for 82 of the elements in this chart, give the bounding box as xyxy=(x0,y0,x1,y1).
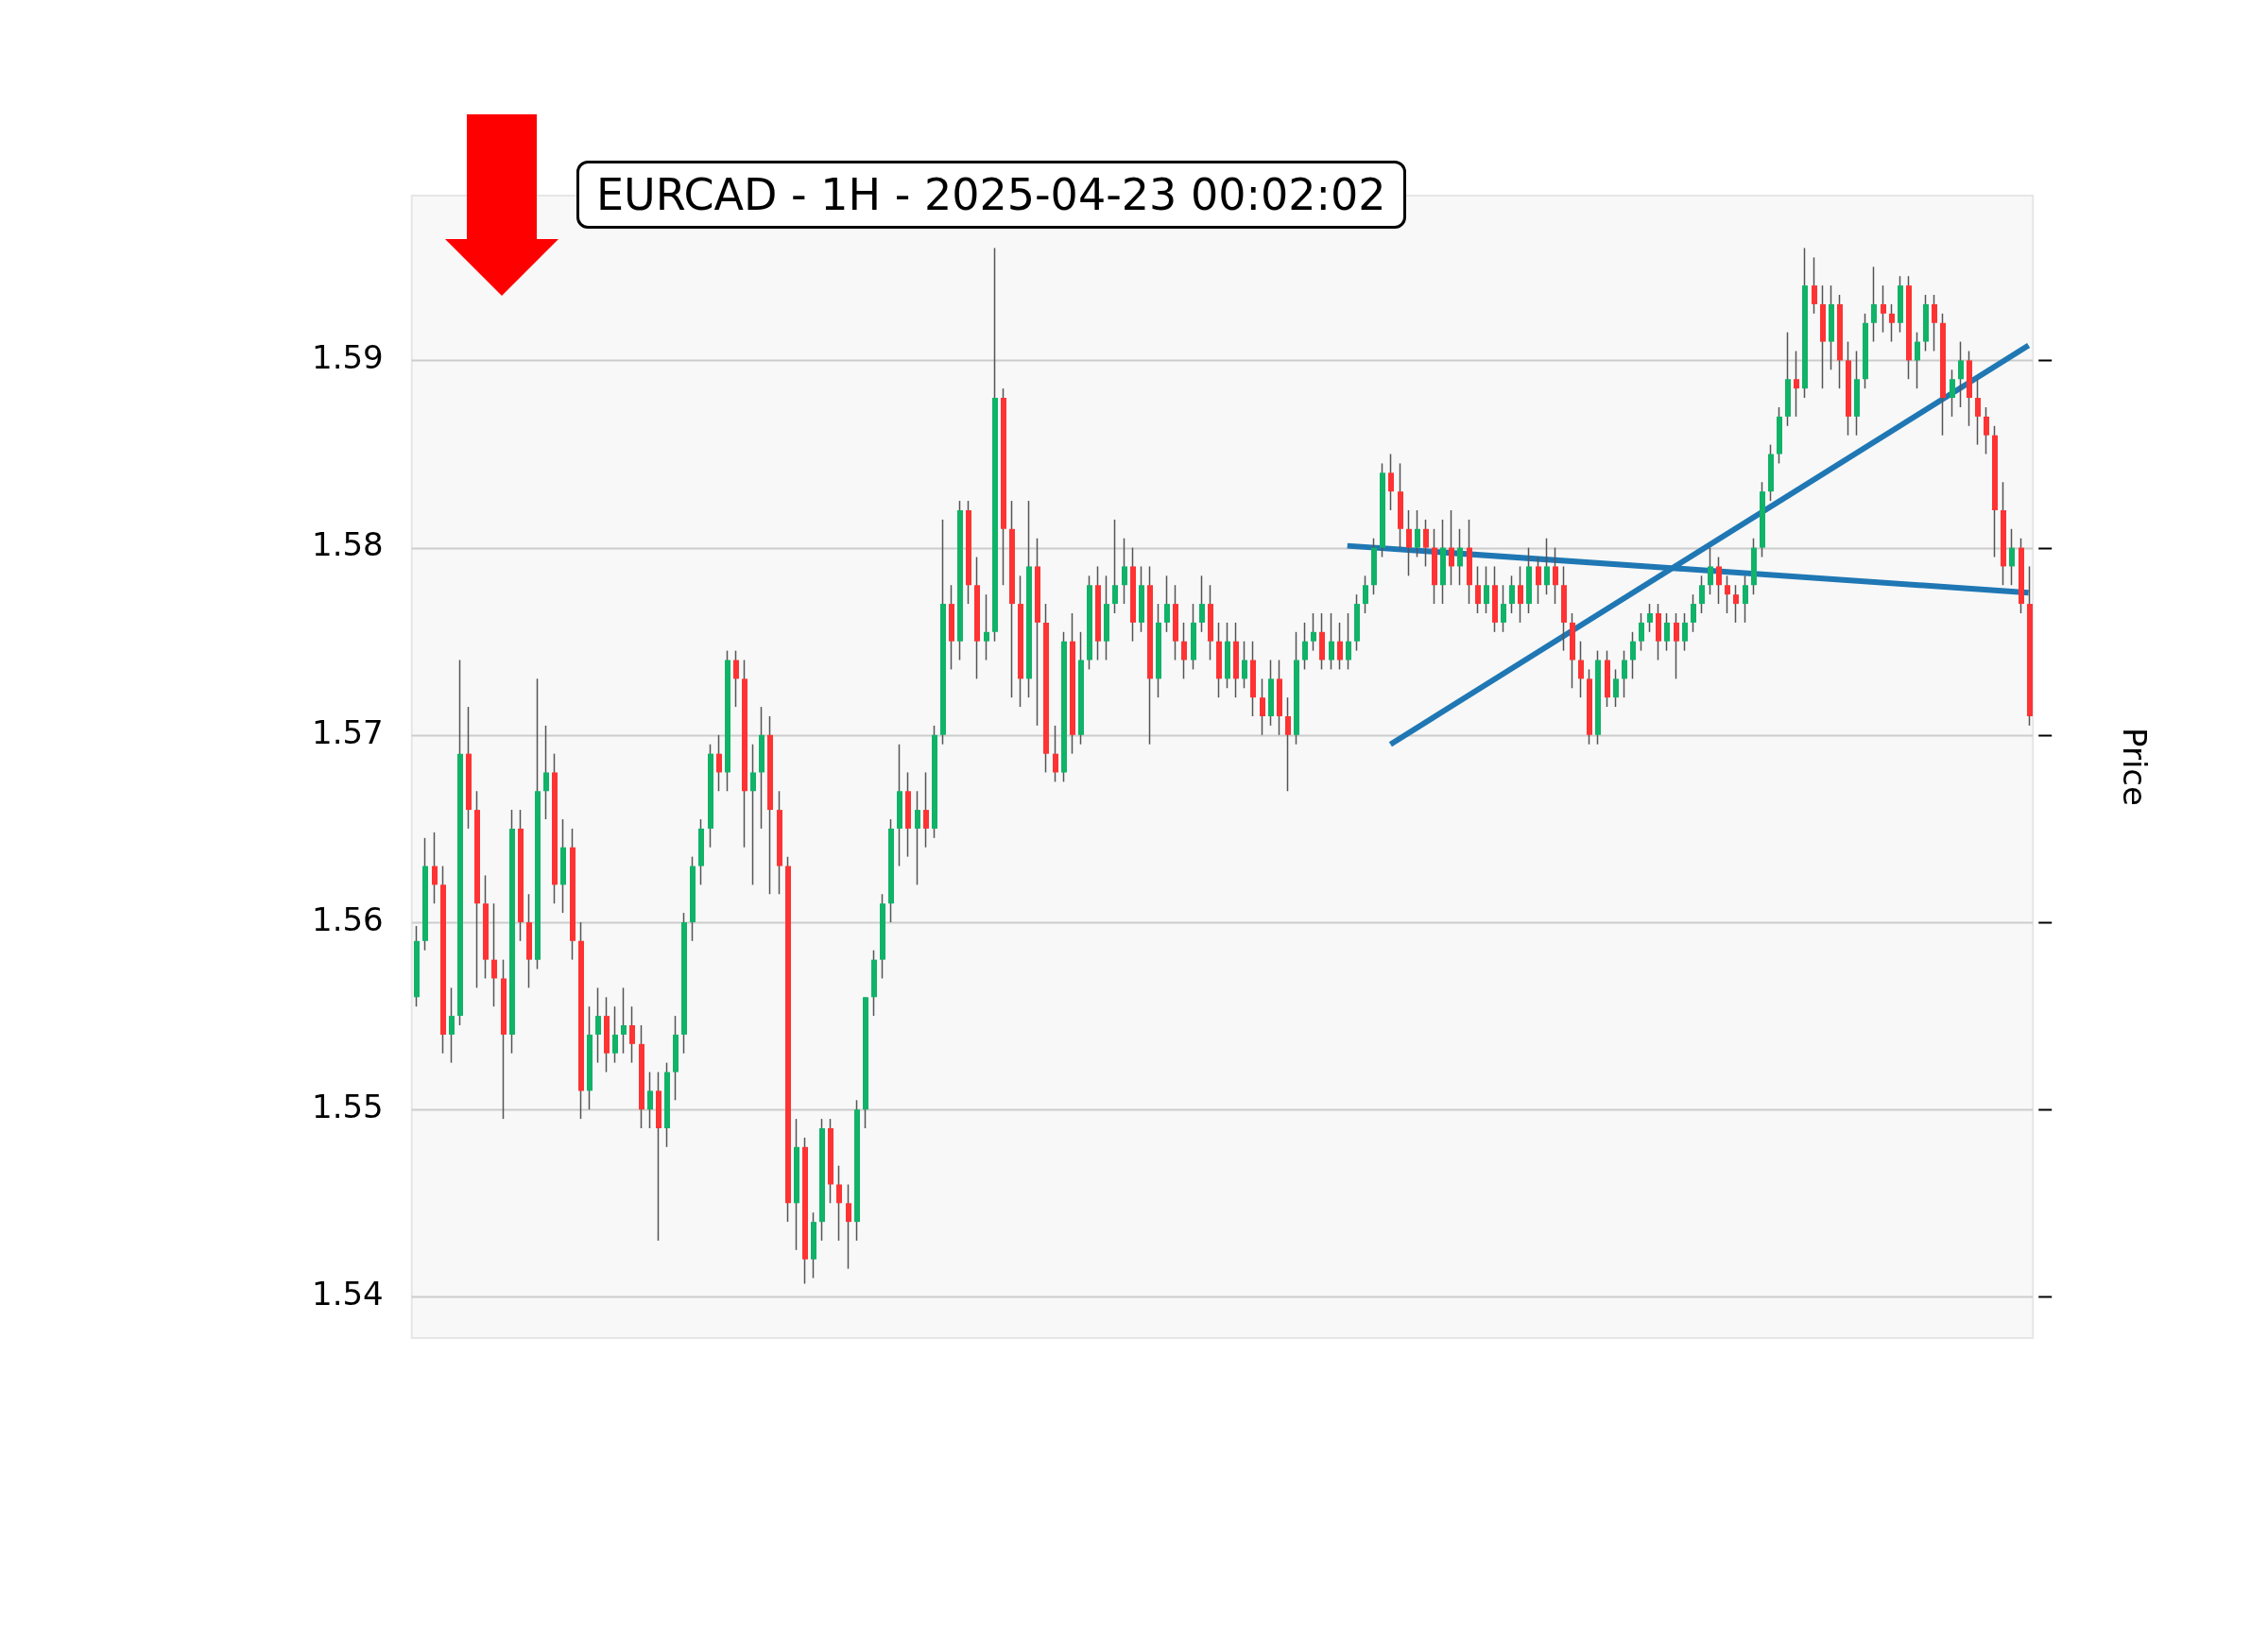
candlestick xyxy=(1122,537,1127,605)
candlestick xyxy=(595,987,601,1064)
candlestick xyxy=(1415,509,1420,558)
candlestick xyxy=(1613,668,1619,708)
candlestick xyxy=(750,743,756,886)
candlestick xyxy=(449,987,455,1064)
candlestick xyxy=(1674,612,1679,680)
candlestick xyxy=(1536,556,1541,605)
candlestick xyxy=(1812,256,1817,315)
candlestick xyxy=(1164,575,1170,633)
candlestick xyxy=(1199,575,1205,633)
candlestick xyxy=(1639,612,1644,652)
candlestick xyxy=(1363,575,1368,614)
candlestick xyxy=(1329,612,1334,671)
candlestick xyxy=(1682,612,1688,652)
candlestick xyxy=(836,1164,842,1242)
candlestick xyxy=(1881,284,1886,334)
candlestick xyxy=(1871,266,1877,343)
candlestick xyxy=(1346,612,1351,671)
candlestick xyxy=(621,987,627,1055)
y-tick-label: 1.59 xyxy=(312,338,384,377)
candlestick xyxy=(1950,369,1955,418)
candlestick xyxy=(1388,453,1394,511)
candlestick xyxy=(543,725,549,820)
candlestick xyxy=(716,734,722,793)
chart-title: EURCAD - 1H - 2025-04-23 00:02:02 xyxy=(576,161,1406,229)
candlestick xyxy=(1708,546,1713,595)
candlestick xyxy=(923,771,929,849)
candlestick xyxy=(432,832,438,904)
candlestick xyxy=(1423,519,1429,568)
candlestick xyxy=(1311,612,1316,652)
candlestick xyxy=(1406,509,1412,577)
candlestick xyxy=(1337,622,1343,671)
candlestick xyxy=(1699,575,1705,614)
candlestick xyxy=(846,1183,851,1270)
candlestick xyxy=(984,593,989,661)
y-tick-label: 1.56 xyxy=(312,900,384,938)
y-tick-label: 1.55 xyxy=(312,1088,384,1126)
candlestick xyxy=(1716,556,1722,605)
candlestick xyxy=(629,1005,635,1064)
candlestick xyxy=(1691,593,1696,633)
candlestick xyxy=(1181,622,1187,680)
candlestick xyxy=(1743,575,1748,624)
candlestick xyxy=(1112,519,1118,614)
candlestick xyxy=(1622,649,1627,698)
candlestick xyxy=(1578,640,1584,698)
candlestick xyxy=(1518,565,1523,624)
y-tick-label: 1.57 xyxy=(312,712,384,751)
candlestick xyxy=(1553,546,1558,605)
candlestick xyxy=(1630,631,1636,680)
candlestick xyxy=(1932,294,1937,352)
y-axis-title: Price xyxy=(2115,728,2154,806)
candlestick xyxy=(1053,725,1058,783)
y-tick-label: 1.58 xyxy=(312,525,384,564)
candlestick xyxy=(1449,509,1454,586)
candlestick xyxy=(647,1071,653,1129)
candlestick xyxy=(1544,537,1550,595)
candlestick xyxy=(733,649,739,708)
candlestick xyxy=(1501,584,1506,633)
candlestick xyxy=(1984,406,1989,455)
candlestick xyxy=(1475,565,1481,614)
y-tick-label: 1.54 xyxy=(312,1275,384,1313)
candlestick xyxy=(1889,303,1895,343)
candlestick xyxy=(1457,528,1463,586)
candlestick xyxy=(612,1005,618,1064)
candlestick xyxy=(1242,640,1247,690)
candlestick xyxy=(1915,331,1920,389)
candlestick xyxy=(1509,575,1515,614)
candlestick xyxy=(1794,350,1799,418)
candlestick xyxy=(1664,612,1670,652)
candlestick xyxy=(2009,528,2015,586)
candlestick xyxy=(915,790,920,886)
candlestick xyxy=(1647,603,1653,633)
candlestick xyxy=(1302,622,1308,671)
candlestick xyxy=(1725,575,1730,614)
candlestick xyxy=(1260,678,1265,736)
candlestick xyxy=(1975,378,1981,446)
candlestick xyxy=(1484,565,1489,614)
candlestick xyxy=(491,902,497,1007)
candlestick xyxy=(1733,584,1739,624)
candlestick xyxy=(1285,696,1291,793)
candlestick xyxy=(1958,340,1964,408)
